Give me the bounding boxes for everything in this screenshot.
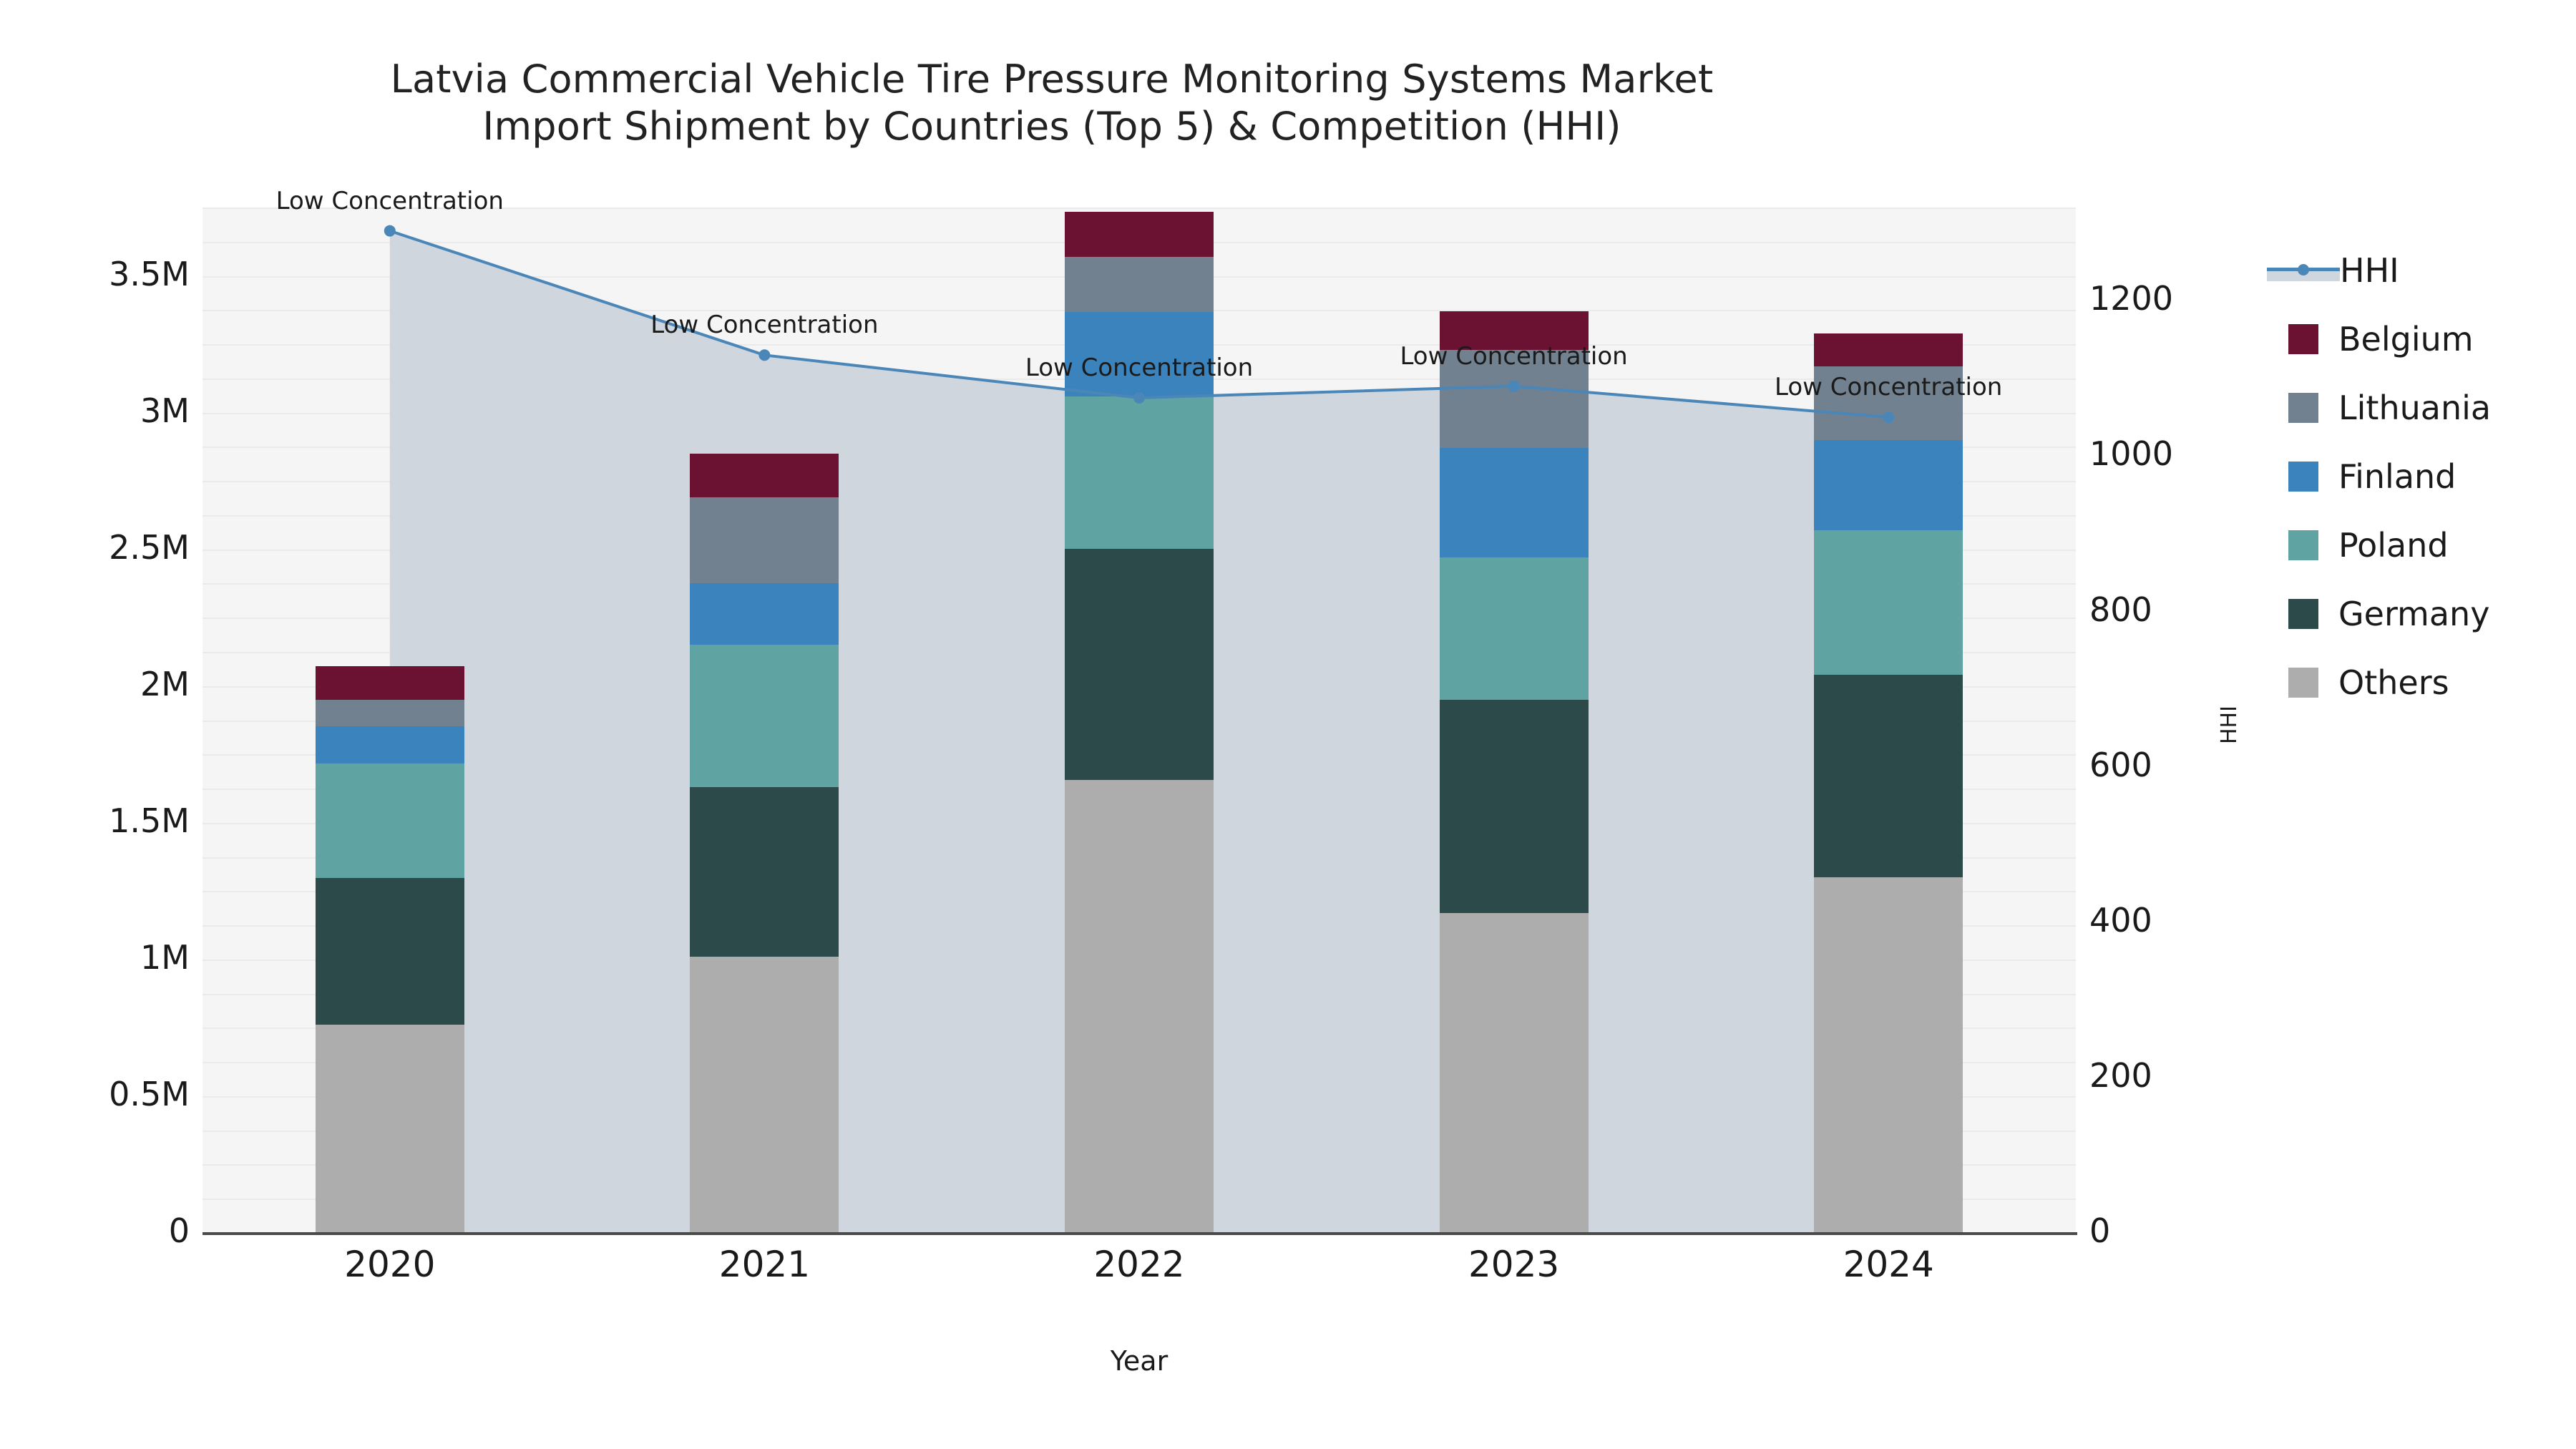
y-axis-left-tick-label: 3M (140, 391, 190, 430)
bar-segment-others[interactable] (1065, 780, 1214, 1233)
bar-segment-poland[interactable] (690, 645, 839, 788)
legend-item-belgium[interactable]: Belgium (2267, 305, 2575, 374)
y-axis-right-label: HHI (2217, 706, 2242, 744)
legend-item-label: Lithuania (2338, 389, 2492, 427)
gridline (203, 208, 2076, 209)
bar-segment-belgium[interactable] (1814, 333, 1963, 366)
legend-item-finland[interactable]: Finland (2267, 442, 2575, 511)
hhi-point[interactable] (1133, 391, 1145, 404)
y-axis-right-tick-label: 600 (2089, 745, 2152, 784)
bar-segment-lithuania[interactable] (690, 497, 839, 584)
bar-group[interactable] (1814, 208, 1963, 1233)
bar-segment-germany[interactable] (1814, 675, 1963, 878)
legend-item-label: Belgium (2338, 320, 2474, 358)
legend-item-label: Germany (2338, 595, 2490, 633)
legend-item-others[interactable]: Others (2267, 648, 2575, 717)
y-axis-right-tick-label: 1000 (2089, 434, 2174, 474)
bar-group[interactable] (315, 208, 464, 1233)
bar-segment-lithuania[interactable] (1065, 257, 1214, 312)
hhi-point[interactable] (1883, 411, 1895, 424)
x-axis-tick-label: 2024 (1843, 1244, 1934, 1285)
y-axis-right-tick-label: 200 (2089, 1055, 2152, 1095)
y-axis-left-tick-label: 1.5M (109, 801, 190, 840)
legend-swatch-icon (2288, 530, 2318, 560)
annotation-low-concentration: Low Concentration (1025, 353, 1254, 382)
y-axis-left-tick-label: 1M (140, 937, 190, 977)
bar-segment-finland[interactable] (1439, 448, 1589, 558)
annotation-low-concentration: Low Concentration (275, 186, 504, 215)
legend: HHI Belgium Lithuania Finland Poland Germany O… (2267, 236, 2575, 717)
y-axis-right-tick-label: 1200 (2089, 279, 2174, 318)
y-axis-left-tick-label: 0.5M (109, 1074, 190, 1113)
bar-segment-germany[interactable] (690, 787, 839, 957)
x-axis-line (203, 1232, 2077, 1235)
y-axis-right-tick-label: 0 (2089, 1211, 2111, 1250)
bar-group[interactable] (1065, 208, 1214, 1233)
bar-segment-others[interactable] (315, 1024, 464, 1233)
annotation-low-concentration: Low Concentration (1400, 341, 1628, 371)
bar-segment-belgium[interactable] (1439, 311, 1589, 350)
chart-title: Latvia Commercial Vehicle Tire Pressure … (0, 56, 2104, 150)
bar-segment-belgium[interactable] (315, 665, 464, 701)
x-axis-tick-label: 2021 (718, 1244, 811, 1285)
annotation-low-concentration: Low Concentration (650, 311, 879, 340)
bar-segment-finland[interactable] (1065, 311, 1214, 397)
legend-item-label: HHI (2340, 251, 2399, 290)
legend-item-label: Others (2338, 663, 2449, 702)
bar-segment-lithuania[interactable] (1439, 349, 1589, 449)
legend-item-hhi[interactable]: HHI (2267, 236, 2575, 305)
bar-segment-germany[interactable] (315, 878, 464, 1025)
chart-title-line1: Latvia Commercial Vehicle Tire Pressure … (390, 57, 1714, 102)
bar-segment-germany[interactable] (1439, 699, 1589, 913)
bar-segment-lithuania[interactable] (315, 700, 464, 727)
legend-item-poland[interactable]: Poland (2267, 511, 2575, 580)
bar-segment-finland[interactable] (690, 583, 839, 645)
y-axis-right-tick-label: 800 (2089, 590, 2152, 629)
x-axis-tick-label: 2020 (344, 1244, 436, 1285)
hhi-point[interactable] (758, 349, 771, 361)
legend-swatch-icon (2288, 324, 2318, 354)
legend-swatch-icon (2288, 668, 2318, 698)
y-axis-left-tick-label: 2M (140, 664, 190, 703)
bar-group[interactable] (1439, 208, 1589, 1233)
bar-segment-finland[interactable] (1814, 439, 1963, 530)
bar-segment-poland[interactable] (1439, 557, 1589, 700)
annotation-low-concentration: Low Concentration (1775, 373, 2003, 402)
bar-segment-germany[interactable] (1065, 549, 1214, 781)
legend-item-label: Finland (2338, 457, 2457, 496)
legend-swatch-icon (2288, 393, 2318, 423)
x-axis-label: Year (1110, 1345, 1169, 1377)
bar-segment-others[interactable] (690, 957, 839, 1233)
y-axis-left-tick-label: 2.5M (109, 527, 190, 567)
bar-segment-belgium[interactable] (690, 453, 839, 498)
legend-item-germany[interactable]: Germany (2267, 580, 2575, 648)
bar-segment-finland[interactable] (315, 726, 464, 763)
legend-line-icon (2267, 255, 2340, 286)
chart-title-line2: Import Shipment by Countries (Top 5) & C… (482, 103, 1621, 149)
legend-swatch-icon (2288, 599, 2318, 629)
bar-segment-poland[interactable] (1814, 530, 1963, 675)
bar-segment-others[interactable] (1814, 877, 1963, 1233)
y-axis-right-tick-label: 400 (2089, 900, 2152, 940)
hhi-point[interactable] (1508, 380, 1520, 392)
bar-segment-poland[interactable] (315, 763, 464, 879)
legend-swatch-icon (2288, 462, 2318, 492)
hhi-line-top (384, 225, 1895, 424)
bar-group[interactable] (690, 208, 839, 1233)
x-axis-tick-label: 2023 (1468, 1244, 1560, 1285)
bar-segment-belgium[interactable] (1065, 211, 1214, 258)
hhi-point[interactable] (384, 225, 396, 237)
bar-segment-lithuania[interactable] (1814, 366, 1963, 440)
y-axis-left-tick-label: 3.5M (109, 254, 190, 293)
bar-segment-others[interactable] (1439, 912, 1589, 1233)
x-axis-tick-label: 2022 (1093, 1244, 1185, 1285)
legend-item-label: Poland (2338, 526, 2449, 565)
legend-item-lithuania[interactable]: Lithuania (2267, 374, 2575, 442)
bar-segment-poland[interactable] (1065, 396, 1214, 550)
y-axis-left-tick-label: 0 (168, 1211, 190, 1250)
